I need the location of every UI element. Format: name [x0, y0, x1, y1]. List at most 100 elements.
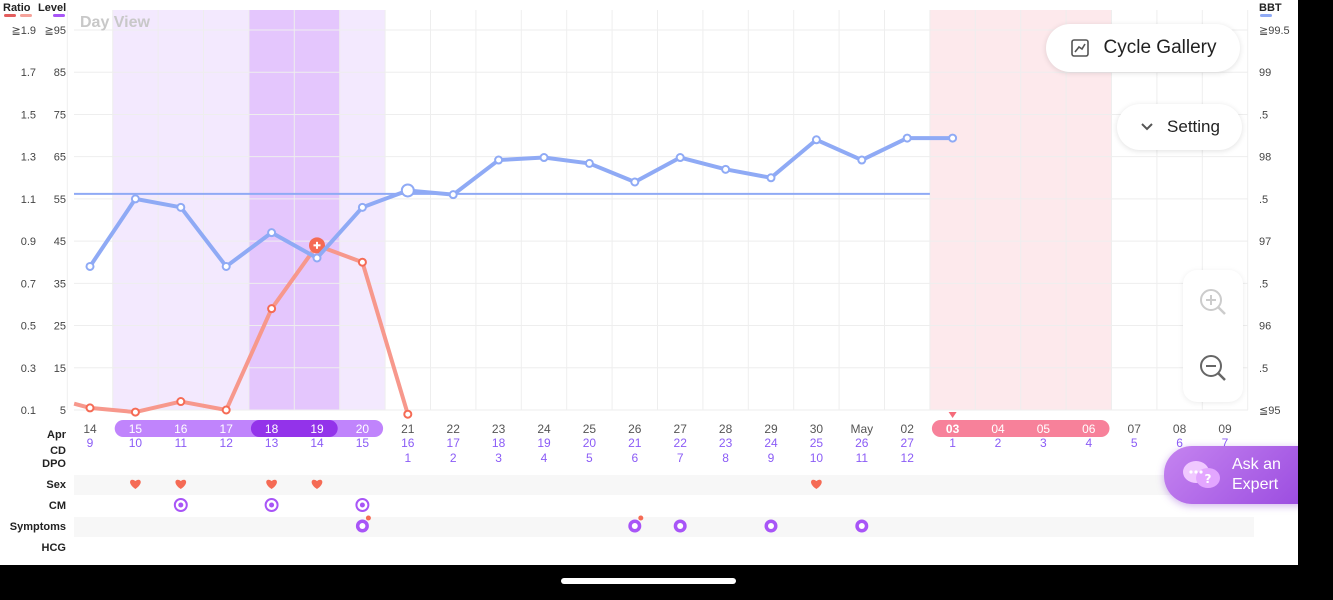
chevron-down-icon: [1141, 123, 1153, 131]
chat-bubbles-icon: ?: [1183, 461, 1220, 488]
cycle-day-label: 10: [129, 436, 143, 450]
bbt-point: [584, 158, 594, 168]
date-label: 04: [991, 422, 1005, 436]
bbt-point: [130, 194, 140, 204]
bbt-point: [721, 164, 731, 174]
date-label: 26: [628, 422, 642, 436]
cycle-day-label: 9: [87, 436, 94, 450]
bbt-point: [448, 190, 458, 200]
bbt-point: [539, 153, 549, 163]
peak-date-pill: [250, 420, 338, 437]
zoom-in-icon[interactable]: [1197, 286, 1229, 318]
ratio-axis-header: Ratio: [3, 2, 31, 14]
bbt-point: [400, 183, 415, 198]
cycle-day-label: 5: [1131, 436, 1138, 450]
bbt-point: [267, 228, 277, 238]
ratio-tick-label: 1.7: [21, 67, 36, 79]
bbt-point: [85, 261, 95, 271]
date-label: 22: [447, 422, 461, 436]
symptom-icon-inner: [768, 523, 774, 529]
lh-point: [221, 405, 231, 415]
bbt-tick-label: .5: [1259, 109, 1268, 121]
setting-button[interactable]: Setting: [1117, 104, 1242, 150]
dpo-label: 6: [631, 451, 638, 465]
symptom-alert-dot: [638, 515, 644, 521]
dpo-label: 1: [404, 451, 411, 465]
date-label: 21: [401, 422, 415, 436]
bbt-point: [494, 155, 504, 165]
symptom-icon-inner: [677, 523, 684, 529]
bbt-tick-label: .5: [1259, 363, 1268, 375]
level-legend-swatch: [53, 14, 65, 17]
symptom-icon-inner: [858, 523, 865, 529]
home-indicator[interactable]: [561, 578, 736, 584]
bbt-point: [857, 155, 867, 165]
cycle-gallery-button[interactable]: Cycle Gallery: [1046, 24, 1240, 72]
dpo-label: 3: [495, 451, 502, 465]
date-label: 18: [265, 422, 279, 436]
cd-row-label: CD: [50, 445, 66, 457]
lh-point: [403, 409, 413, 419]
bbt-point: [902, 133, 912, 143]
ratio-legend-swatch: [4, 14, 16, 17]
cycle-day-label: 4: [1085, 436, 1092, 450]
lh-point: [85, 403, 95, 413]
dpo-label: 11: [856, 451, 869, 465]
symptom-alert-dot: [365, 515, 371, 521]
cycle-day-label: 3: [1040, 436, 1047, 450]
dpo-label: 5: [586, 451, 593, 465]
level-tick-label: 65: [54, 152, 66, 164]
ask-expert-button[interactable]: ? Ask an Expert: [1164, 446, 1298, 504]
bbt-line: [88, 136, 953, 269]
bbt-tick-label: ≦95: [1259, 405, 1280, 417]
date-label: 07: [1128, 422, 1142, 436]
date-label: 28: [719, 422, 733, 436]
cycle-day-label: 11: [175, 436, 188, 450]
view-mode-label[interactable]: Day View: [80, 14, 150, 31]
bbt-tick-label: 96: [1259, 321, 1271, 333]
date-label: 06: [1082, 422, 1096, 436]
bbt-point: [630, 177, 640, 187]
ratio-tick-label: 0.3: [21, 363, 36, 375]
symptom-icon-inner: [631, 523, 638, 529]
bbt-legend-swatch: [1260, 14, 1272, 17]
level-tick-label: 35: [54, 278, 66, 290]
cycle-day-label: 6: [1176, 436, 1183, 450]
date-label: 15: [129, 422, 143, 436]
dpo-label: 8: [722, 451, 729, 465]
dpo-label: 2: [450, 451, 457, 465]
row-stripe: [74, 475, 1254, 495]
svg-text:?: ?: [1205, 472, 1212, 486]
cycle-day-label: 2: [995, 436, 1002, 450]
dpo-label: 12: [901, 451, 915, 465]
bbt-tick-label: ≧99.5: [1259, 25, 1290, 37]
cycle-day-label: 12: [220, 436, 234, 450]
ask-expert-label: Ask an Expert: [1232, 456, 1281, 493]
bbt-point: [221, 261, 231, 271]
fertility-chart[interactable]: ≧1.91.71.51.31.10.90.70.50.30.1≧95857565…: [0, 0, 1298, 565]
cycle-gallery-label: Cycle Gallery: [1103, 37, 1217, 58]
date-label: 17: [220, 422, 234, 436]
bbt-tick-label: 99: [1259, 67, 1271, 79]
bbt-tick-label: .5: [1259, 194, 1268, 206]
ratio-tick-label: 0.1: [21, 405, 36, 417]
level-tick-label: 75: [54, 109, 66, 121]
setting-label: Setting: [1167, 117, 1220, 136]
bbt-point: [312, 253, 322, 263]
cervical-mucus-icon-dot: [359, 502, 365, 508]
bbt-point: [766, 173, 776, 183]
bbt-tick-label: 98: [1259, 152, 1271, 164]
date-label: May: [850, 422, 873, 436]
fertile-date-pill: [114, 420, 384, 437]
cycle-day-label: 24: [764, 436, 778, 450]
date-label: 14: [83, 422, 97, 436]
cycle-day-label: 27: [901, 436, 915, 450]
heart-icon: [311, 479, 323, 489]
lh-point: [130, 407, 140, 417]
ratio-tick-label: 0.5: [21, 321, 36, 333]
zoom-out-icon[interactable]: [1197, 352, 1229, 384]
cycle-day-label: 22: [674, 436, 688, 450]
cm-row-label: CM: [49, 500, 66, 512]
dpo-label: 9: [768, 451, 775, 465]
ratio-tick-label: 0.7: [21, 278, 36, 290]
